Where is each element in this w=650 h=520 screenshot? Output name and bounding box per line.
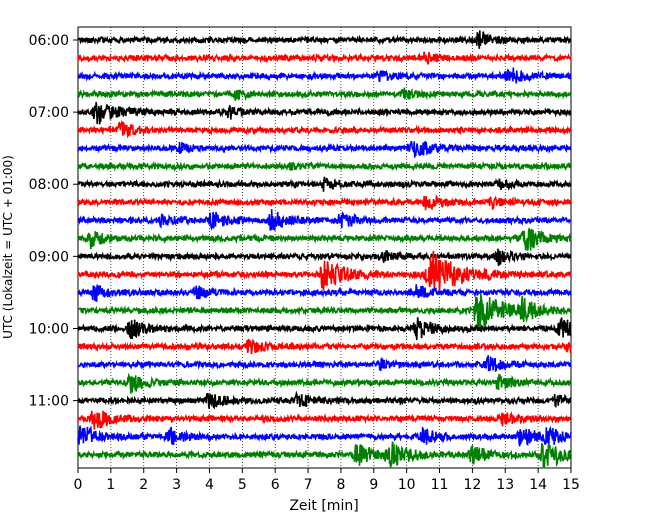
x-tick-label: 4 <box>205 477 214 493</box>
trace-0615 <box>77 51 572 65</box>
x-axis-ticks: 0 1 2 3 4 5 6 7 8 9 10 11 12 13 14 15 <box>74 468 580 493</box>
x-tick-label: 10 <box>398 477 416 493</box>
y-axis-label: UTC (Lokalzeit = UTC + 01:00) <box>1 155 15 339</box>
x-tick-label: 5 <box>238 477 247 493</box>
trace-0830 <box>77 209 572 231</box>
x-tick-label: 15 <box>562 477 580 493</box>
x-tick-label: 12 <box>463 477 481 493</box>
trace-0815 <box>77 194 572 211</box>
trace-0930 <box>77 284 572 302</box>
y-tick-label: 06:00 <box>29 33 69 49</box>
y-axis-ticks: 06:00 07:00 08:00 09:00 10:00 11:00 <box>29 33 78 410</box>
trace-0845 <box>77 227 572 251</box>
y-tick-label: 09:00 <box>29 249 69 265</box>
trace-1115 <box>77 410 572 430</box>
x-tick-label: 8 <box>336 477 345 493</box>
x-tick-label: 6 <box>271 477 280 493</box>
trace-0700 <box>77 101 572 125</box>
trace-1045 <box>77 372 572 394</box>
trace-1145 <box>77 441 572 469</box>
y-tick-label: 10:00 <box>29 321 69 337</box>
trace-1000 <box>77 317 572 341</box>
x-tick-label: 13 <box>496 477 514 493</box>
x-axis-label: Zeit [min] <box>289 498 358 514</box>
trace-1030 <box>77 355 572 373</box>
x-tick-label: 14 <box>529 477 547 493</box>
trace-0730 <box>77 140 572 158</box>
x-tick-label: 11 <box>431 477 449 493</box>
trace-1015 <box>77 338 572 355</box>
trace-0715 <box>77 120 572 139</box>
trace-0745 <box>77 160 572 173</box>
x-tick-label: 0 <box>74 477 83 493</box>
x-tick-label: 2 <box>139 477 148 493</box>
plot-frame <box>77 26 572 469</box>
x-tick-label: 3 <box>172 477 181 493</box>
x-tick-label: 1 <box>106 477 115 493</box>
trace-1130 <box>77 425 572 447</box>
trace-0645 <box>77 87 572 102</box>
trace-1100 <box>77 390 572 410</box>
seismic-traces <box>77 30 572 469</box>
trace-0600 <box>77 30 572 49</box>
y-tick-label: 07:00 <box>29 105 69 121</box>
x-tick-label: 7 <box>304 477 313 493</box>
trace-0900 <box>77 248 572 267</box>
y-tick-label: 11:00 <box>29 394 69 410</box>
trace-0915 <box>77 250 572 293</box>
y-tick-label: 08:00 <box>29 177 69 193</box>
trace-0800 <box>77 176 572 192</box>
trace-0945 <box>77 292 572 330</box>
trace-0630 <box>77 67 572 84</box>
x-tick-label: 9 <box>369 477 378 493</box>
